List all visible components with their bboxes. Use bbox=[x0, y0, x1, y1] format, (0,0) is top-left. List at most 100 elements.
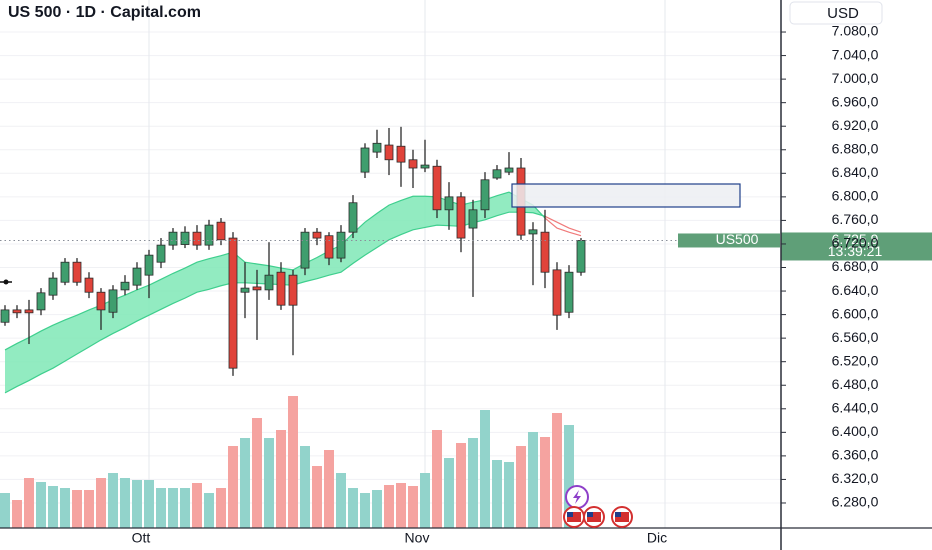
candle-body bbox=[192, 231, 202, 246]
band-fill bbox=[377, 205, 389, 248]
y-tick-label: 7.000,0 bbox=[832, 70, 879, 86]
volume-bar bbox=[528, 432, 538, 528]
band-line bbox=[4, 211, 546, 394]
y-tick-label: 6.960,0 bbox=[832, 93, 879, 109]
volume-bar bbox=[444, 458, 454, 528]
candle-body bbox=[372, 142, 382, 153]
volume-bar bbox=[336, 473, 346, 528]
volume-bar bbox=[288, 396, 298, 528]
symbol-tag bbox=[678, 233, 780, 248]
volume-bar bbox=[24, 478, 34, 528]
y-tick-label: 6.480,0 bbox=[832, 376, 879, 392]
band-fill bbox=[413, 196, 425, 230]
candle-body bbox=[132, 267, 142, 286]
y-tick-label: 6.920,0 bbox=[832, 117, 879, 133]
band-fill bbox=[245, 262, 257, 284]
band-fill bbox=[161, 273, 173, 310]
y-tick-label: 7.080,0 bbox=[832, 23, 879, 39]
price-axis: 6.280,0 6.320,0 6.360,0 6.400,0 6.440,0 6.480… bbox=[781, 23, 879, 510]
candle-body bbox=[420, 164, 430, 169]
band-fill bbox=[197, 258, 209, 293]
candle-body bbox=[384, 144, 394, 161]
volume-bar bbox=[300, 446, 310, 528]
candle-body bbox=[96, 291, 106, 311]
volume-bar bbox=[132, 480, 142, 528]
candles bbox=[0, 126, 586, 376]
band-fill bbox=[125, 289, 137, 328]
candle-body bbox=[84, 277, 94, 293]
candle-body bbox=[36, 292, 46, 311]
candle-body bbox=[216, 221, 226, 241]
volume-bar bbox=[468, 438, 478, 528]
y-tick-label: 7.040,0 bbox=[832, 46, 879, 62]
y-tick-label: 6.360,0 bbox=[832, 447, 879, 463]
flag-icon-canton bbox=[615, 512, 621, 517]
y-tick-label: 6.800,0 bbox=[832, 188, 879, 204]
candle-body bbox=[528, 229, 538, 235]
time-axis: Ott Nov Dic bbox=[132, 530, 667, 546]
volume-bar bbox=[264, 438, 274, 528]
band-fill bbox=[209, 255, 221, 290]
band-line bbox=[4, 191, 546, 351]
band-fill bbox=[89, 305, 101, 347]
volume-bar bbox=[96, 478, 106, 528]
y-tick-label: 6.320,0 bbox=[832, 470, 879, 486]
candle-body bbox=[564, 271, 574, 313]
volume-bar bbox=[108, 473, 118, 528]
band-line bbox=[544, 215, 582, 233]
volume-bar bbox=[144, 480, 154, 528]
band-fill bbox=[53, 319, 65, 369]
last-price: US500 6.725,913:39:21 bbox=[0, 231, 932, 261]
volume-bar bbox=[156, 488, 166, 528]
volume-bar bbox=[492, 460, 502, 528]
candle-body bbox=[276, 271, 286, 306]
candle-body bbox=[240, 287, 250, 293]
currency: USD bbox=[827, 5, 859, 22]
x-tick-label: Dic bbox=[647, 530, 667, 546]
candle-body bbox=[504, 167, 514, 173]
band-fill bbox=[5, 343, 17, 393]
candle-body bbox=[228, 237, 238, 369]
candle-body bbox=[288, 274, 298, 306]
band-fill bbox=[389, 200, 401, 240]
x-tick-label: Nov bbox=[405, 530, 430, 546]
candle-body bbox=[396, 145, 406, 163]
y-tick-label: 6.600,0 bbox=[832, 305, 879, 321]
candle-body bbox=[360, 147, 370, 173]
flag-icon-canton bbox=[587, 512, 593, 517]
y-tick-label: 6.520,0 bbox=[832, 352, 879, 368]
volume-bar bbox=[420, 473, 430, 528]
volume-bar bbox=[252, 418, 262, 528]
last-price-label: 6.725,9 bbox=[832, 231, 879, 247]
volume-pane bbox=[0, 396, 574, 528]
candle-body bbox=[168, 231, 178, 246]
candle-body bbox=[348, 202, 358, 233]
volume-bar bbox=[504, 462, 514, 528]
candle-body bbox=[312, 231, 322, 239]
volume-bar bbox=[204, 493, 214, 528]
band-fill bbox=[65, 315, 77, 362]
y-tick-label: 6.400,0 bbox=[832, 423, 879, 439]
volume-bar bbox=[0, 493, 10, 528]
candle-body bbox=[432, 165, 442, 211]
volume-bar bbox=[180, 488, 190, 528]
candle-body bbox=[204, 224, 214, 246]
band-fill bbox=[365, 213, 377, 256]
volume-bar bbox=[72, 490, 82, 528]
candle-body bbox=[540, 231, 550, 273]
y-tick-label: 6.640,0 bbox=[832, 282, 879, 298]
candle-body bbox=[60, 261, 70, 283]
volume-bar bbox=[480, 410, 490, 528]
volume-bar bbox=[240, 438, 250, 528]
band-fill bbox=[173, 268, 185, 304]
y-tick-label: 6.680,0 bbox=[832, 258, 879, 274]
last-price-tag bbox=[781, 232, 932, 261]
marker-dot bbox=[3, 279, 9, 285]
band-fill bbox=[17, 337, 29, 387]
volume-bar bbox=[564, 425, 574, 528]
x-tick-label: Ott bbox=[132, 530, 151, 546]
band-fill bbox=[137, 285, 149, 322]
y-tick-label: 6.760,0 bbox=[832, 211, 879, 227]
volume-bar bbox=[216, 488, 226, 528]
